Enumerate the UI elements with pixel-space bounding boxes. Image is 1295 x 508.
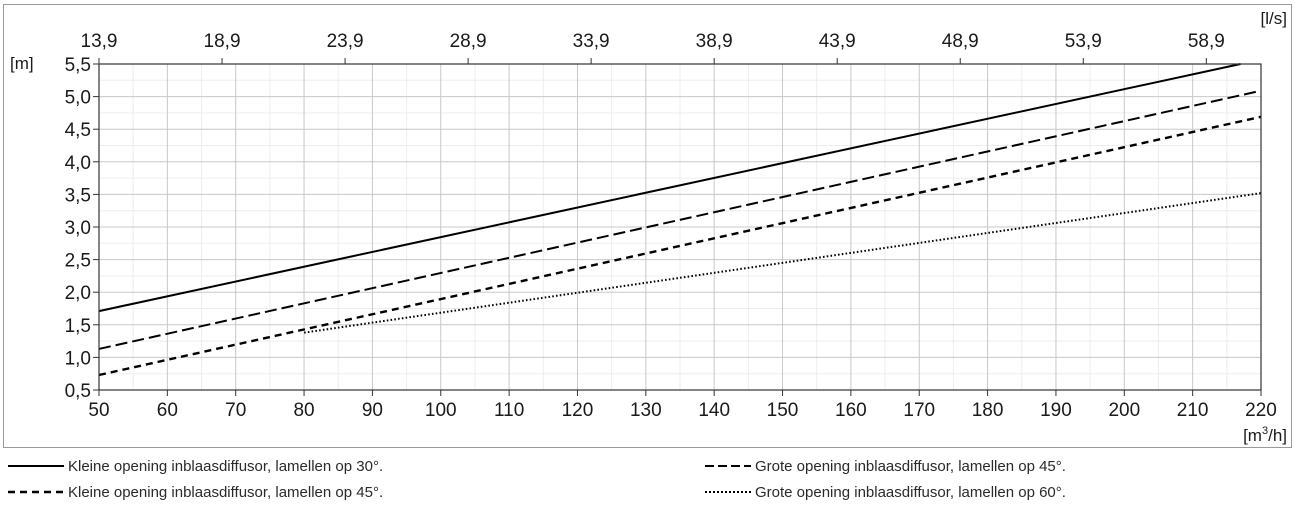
x-tick-label: 210 xyxy=(1177,400,1209,421)
x-unit-label: [m3/h] xyxy=(1243,425,1287,445)
y-tick-label: 2,5 xyxy=(65,251,91,272)
y-tick-label: 3,0 xyxy=(65,218,91,239)
x-tick-label: 140 xyxy=(698,400,730,421)
x-tick-label: 100 xyxy=(425,400,457,421)
x-tick-label: 200 xyxy=(1108,400,1140,421)
legend-label: Kleine opening inblaasdiffusor, lamellen… xyxy=(68,457,384,475)
x-top-tick-label: 48,9 xyxy=(942,31,979,52)
y-unit-label: [m] xyxy=(10,54,34,73)
series-line-1 xyxy=(98,63,1241,313)
x-tick-label: 60 xyxy=(157,400,178,421)
legend-swatch-dashed xyxy=(705,465,751,467)
x-top-tick-label: 58,9 xyxy=(1188,31,1225,52)
x-top-tick-label: 33,9 xyxy=(573,31,610,52)
series-line-4 xyxy=(303,192,1262,334)
series-line-3 xyxy=(98,115,1262,377)
legend-swatch-solid xyxy=(8,465,64,467)
x-tick-label: 90 xyxy=(362,400,383,421)
legend-swatch-short-dashed xyxy=(8,490,64,494)
x-top-tick-label: 18,9 xyxy=(204,31,241,52)
y-tick-label: 4,5 xyxy=(65,120,91,141)
x-top-tick-label: 23,9 xyxy=(327,31,364,52)
tick-labels: 50 60 70 80 90 100 110 120 130 140 150 160 170 180 190… xyxy=(65,31,1277,421)
y-tick-label: 1,0 xyxy=(65,348,91,369)
y-tick-label: 5,0 xyxy=(65,88,91,109)
legend-label: Grote opening inblaasdiffusor, lamellen … xyxy=(755,457,1066,475)
tick-marks xyxy=(93,58,1262,396)
chart-frame xyxy=(3,4,1292,448)
series-layer xyxy=(98,63,1262,377)
y-tick-label: 3,5 xyxy=(65,185,91,206)
legend-item-series-2: Grote opening inblaasdiffusor, lamellen … xyxy=(705,456,1066,476)
y-tick-label: 1,5 xyxy=(65,316,91,337)
x-top-tick-label: 53,9 xyxy=(1065,31,1102,52)
x-tick-label: 130 xyxy=(630,400,662,421)
x-tick-label: 220 xyxy=(1245,400,1277,421)
legend-swatch-dotted xyxy=(705,491,751,493)
x-tick-label: 170 xyxy=(903,400,935,421)
grid xyxy=(98,63,1262,391)
x-tick-label: 50 xyxy=(88,400,109,421)
x-top-tick-label: 13,9 xyxy=(81,31,118,52)
legend-item-series-4: Grote opening inblaasdiffusor, lamellen … xyxy=(705,482,1066,502)
x-top-tick-label: 28,9 xyxy=(450,31,487,52)
y-tick-label: 5,5 xyxy=(65,55,91,76)
legend-label: Kleine opening inblaasdiffusor, lamellen… xyxy=(68,483,384,501)
y-tick-label: 0,5 xyxy=(65,381,91,402)
x-tick-label: 110 xyxy=(494,400,524,421)
legend-item-series-3: Kleine opening inblaasdiffusor, lamellen… xyxy=(8,482,383,502)
x-tick-label: 190 xyxy=(1040,400,1072,421)
y-tick-label: 2,0 xyxy=(65,283,91,304)
x-tick-label: 80 xyxy=(293,400,314,421)
series-line-2 xyxy=(98,89,1262,350)
x-tick-label: 70 xyxy=(225,400,246,421)
chart: 50 60 70 80 90 100 110 120 130 140 150 160 170 180 190… xyxy=(3,4,1292,448)
y-tick-label: 4,0 xyxy=(65,153,91,174)
x-tick-label: 160 xyxy=(835,400,867,421)
x-tick-label: 180 xyxy=(972,400,1004,421)
legend-item-series-1: Kleine opening inblaasdiffusor, lamellen… xyxy=(8,456,383,476)
x-top-tick-label: 43,9 xyxy=(819,31,856,52)
chart-svg: 50 60 70 80 90 100 110 120 130 140 150 160 170 180 190… xyxy=(3,4,1292,448)
x-top-unit-label: [l/s] xyxy=(1261,9,1287,28)
x-tick-label: 120 xyxy=(562,400,594,421)
legend-label: Grote opening inblaasdiffusor, lamellen … xyxy=(755,483,1066,501)
x-top-tick-label: 38,9 xyxy=(696,31,733,52)
x-tick-label: 150 xyxy=(767,400,799,421)
